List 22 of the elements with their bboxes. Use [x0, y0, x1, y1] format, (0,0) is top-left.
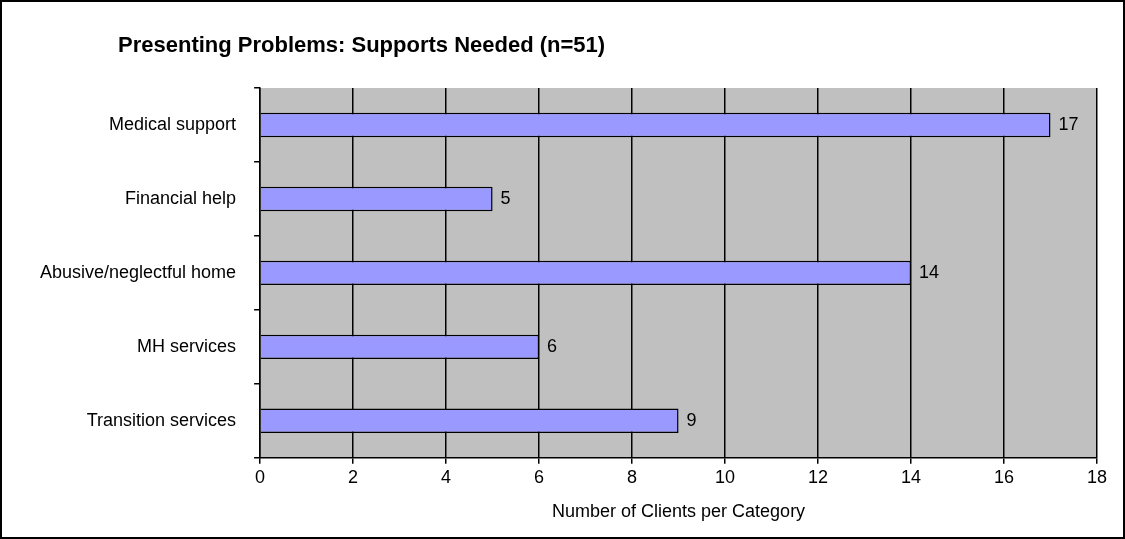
x-tick-label: 2	[348, 466, 359, 487]
x-tick-label: 0	[255, 466, 266, 487]
x-tick-label: 18	[1086, 466, 1108, 487]
y-tick-label: Medical support	[109, 113, 237, 134]
x-tick-label: 10	[715, 466, 736, 487]
y-tick-label: MH services	[137, 335, 237, 356]
x-tick-label: 16	[994, 466, 1015, 487]
data-label: 17	[1058, 113, 1079, 134]
y-tick-label: Financial help	[125, 187, 237, 208]
x-tick-label: 6	[534, 466, 545, 487]
y-tick-label: Transition services	[86, 409, 237, 430]
data-label: 6	[547, 335, 558, 356]
y-tick-label: Abusive/neglectful home	[39, 261, 237, 282]
x-tick-label: 4	[441, 466, 452, 487]
data-label: 5	[500, 187, 511, 208]
x-tick-label: 8	[627, 466, 638, 487]
x-tick-label: 12	[808, 466, 829, 487]
chart-title: Presenting Problems: Supports Needed (n=51)	[118, 32, 606, 58]
x-tick-label: 14	[901, 466, 922, 487]
x-axis-title: Number of Clients per Category	[552, 501, 806, 522]
data-label: 9	[686, 409, 697, 430]
data-label: 14	[919, 261, 940, 282]
